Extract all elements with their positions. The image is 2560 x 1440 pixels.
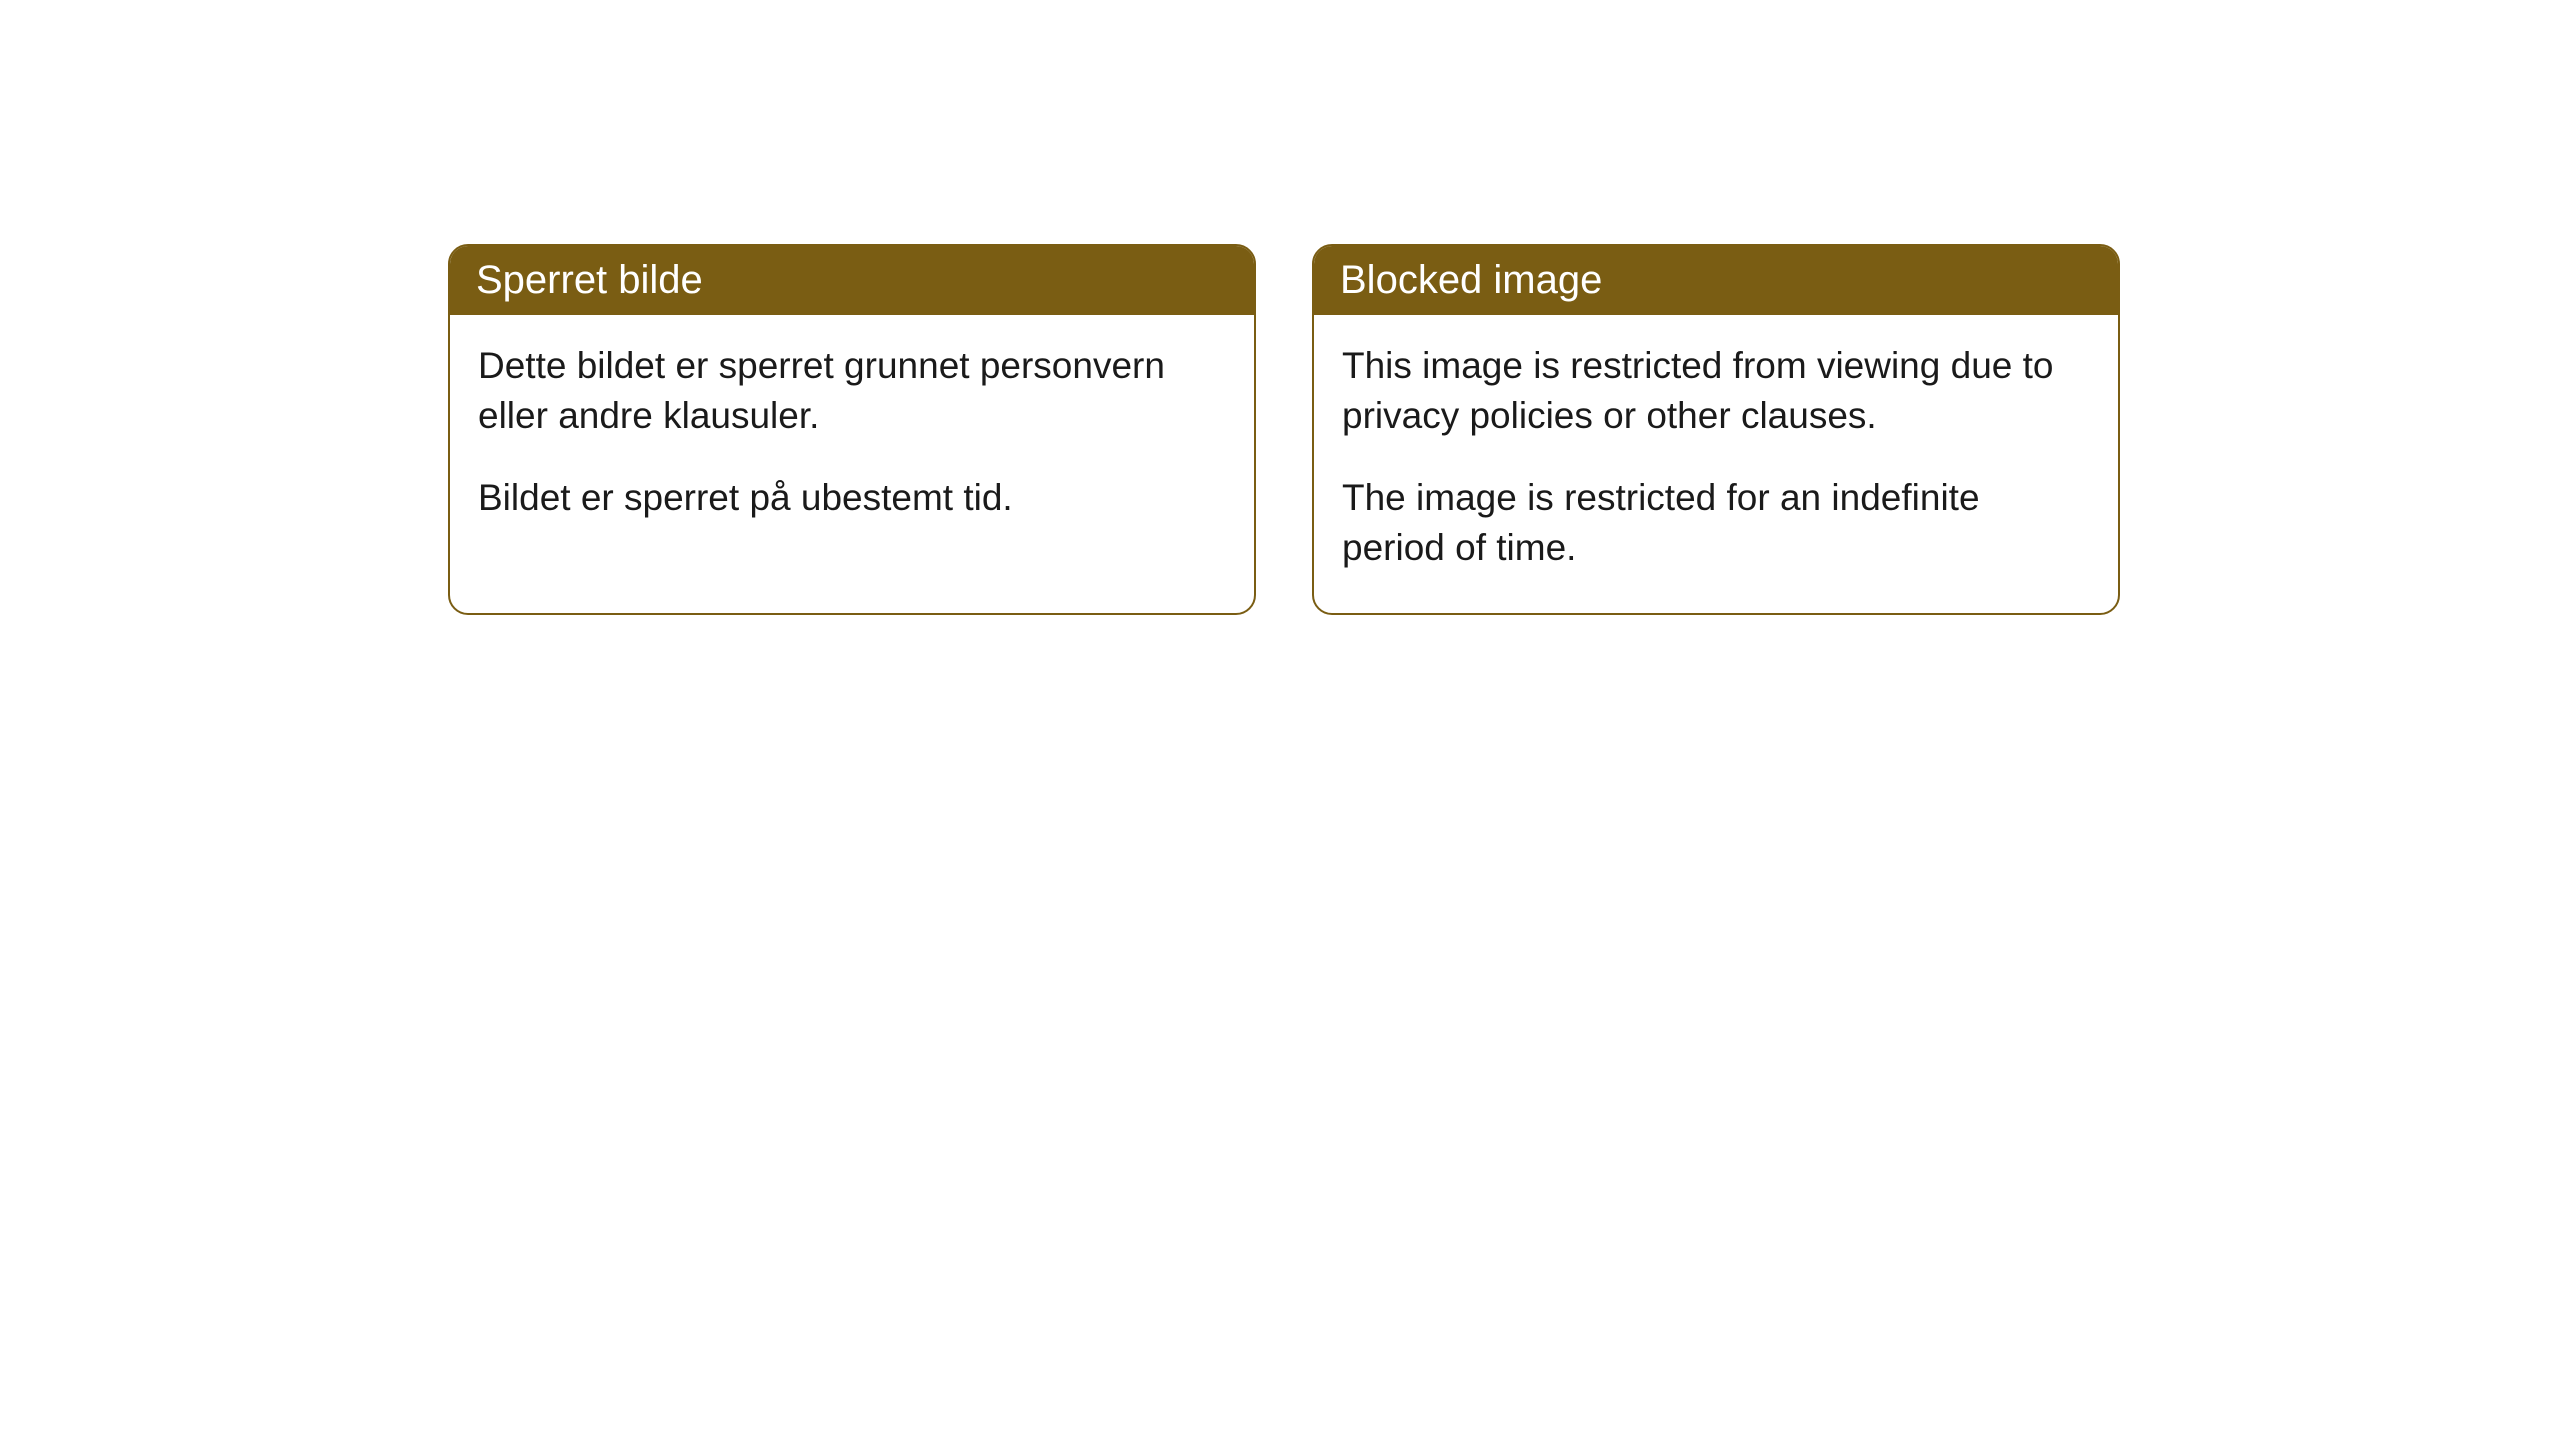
- card-paragraph: Dette bildet er sperret grunnet personve…: [478, 341, 1226, 441]
- card-paragraph: This image is restricted from viewing du…: [1342, 341, 2090, 441]
- notice-cards-container: Sperret bilde Dette bildet er sperret gr…: [448, 244, 2120, 615]
- card-body-norwegian: Dette bildet er sperret grunnet personve…: [450, 315, 1254, 563]
- card-header-english: Blocked image: [1314, 246, 2118, 315]
- notice-card-norwegian: Sperret bilde Dette bildet er sperret gr…: [448, 244, 1256, 615]
- notice-card-english: Blocked image This image is restricted f…: [1312, 244, 2120, 615]
- card-paragraph: Bildet er sperret på ubestemt tid.: [478, 473, 1226, 523]
- card-paragraph: The image is restricted for an indefinit…: [1342, 473, 2090, 573]
- card-body-english: This image is restricted from viewing du…: [1314, 315, 2118, 613]
- card-header-norwegian: Sperret bilde: [450, 246, 1254, 315]
